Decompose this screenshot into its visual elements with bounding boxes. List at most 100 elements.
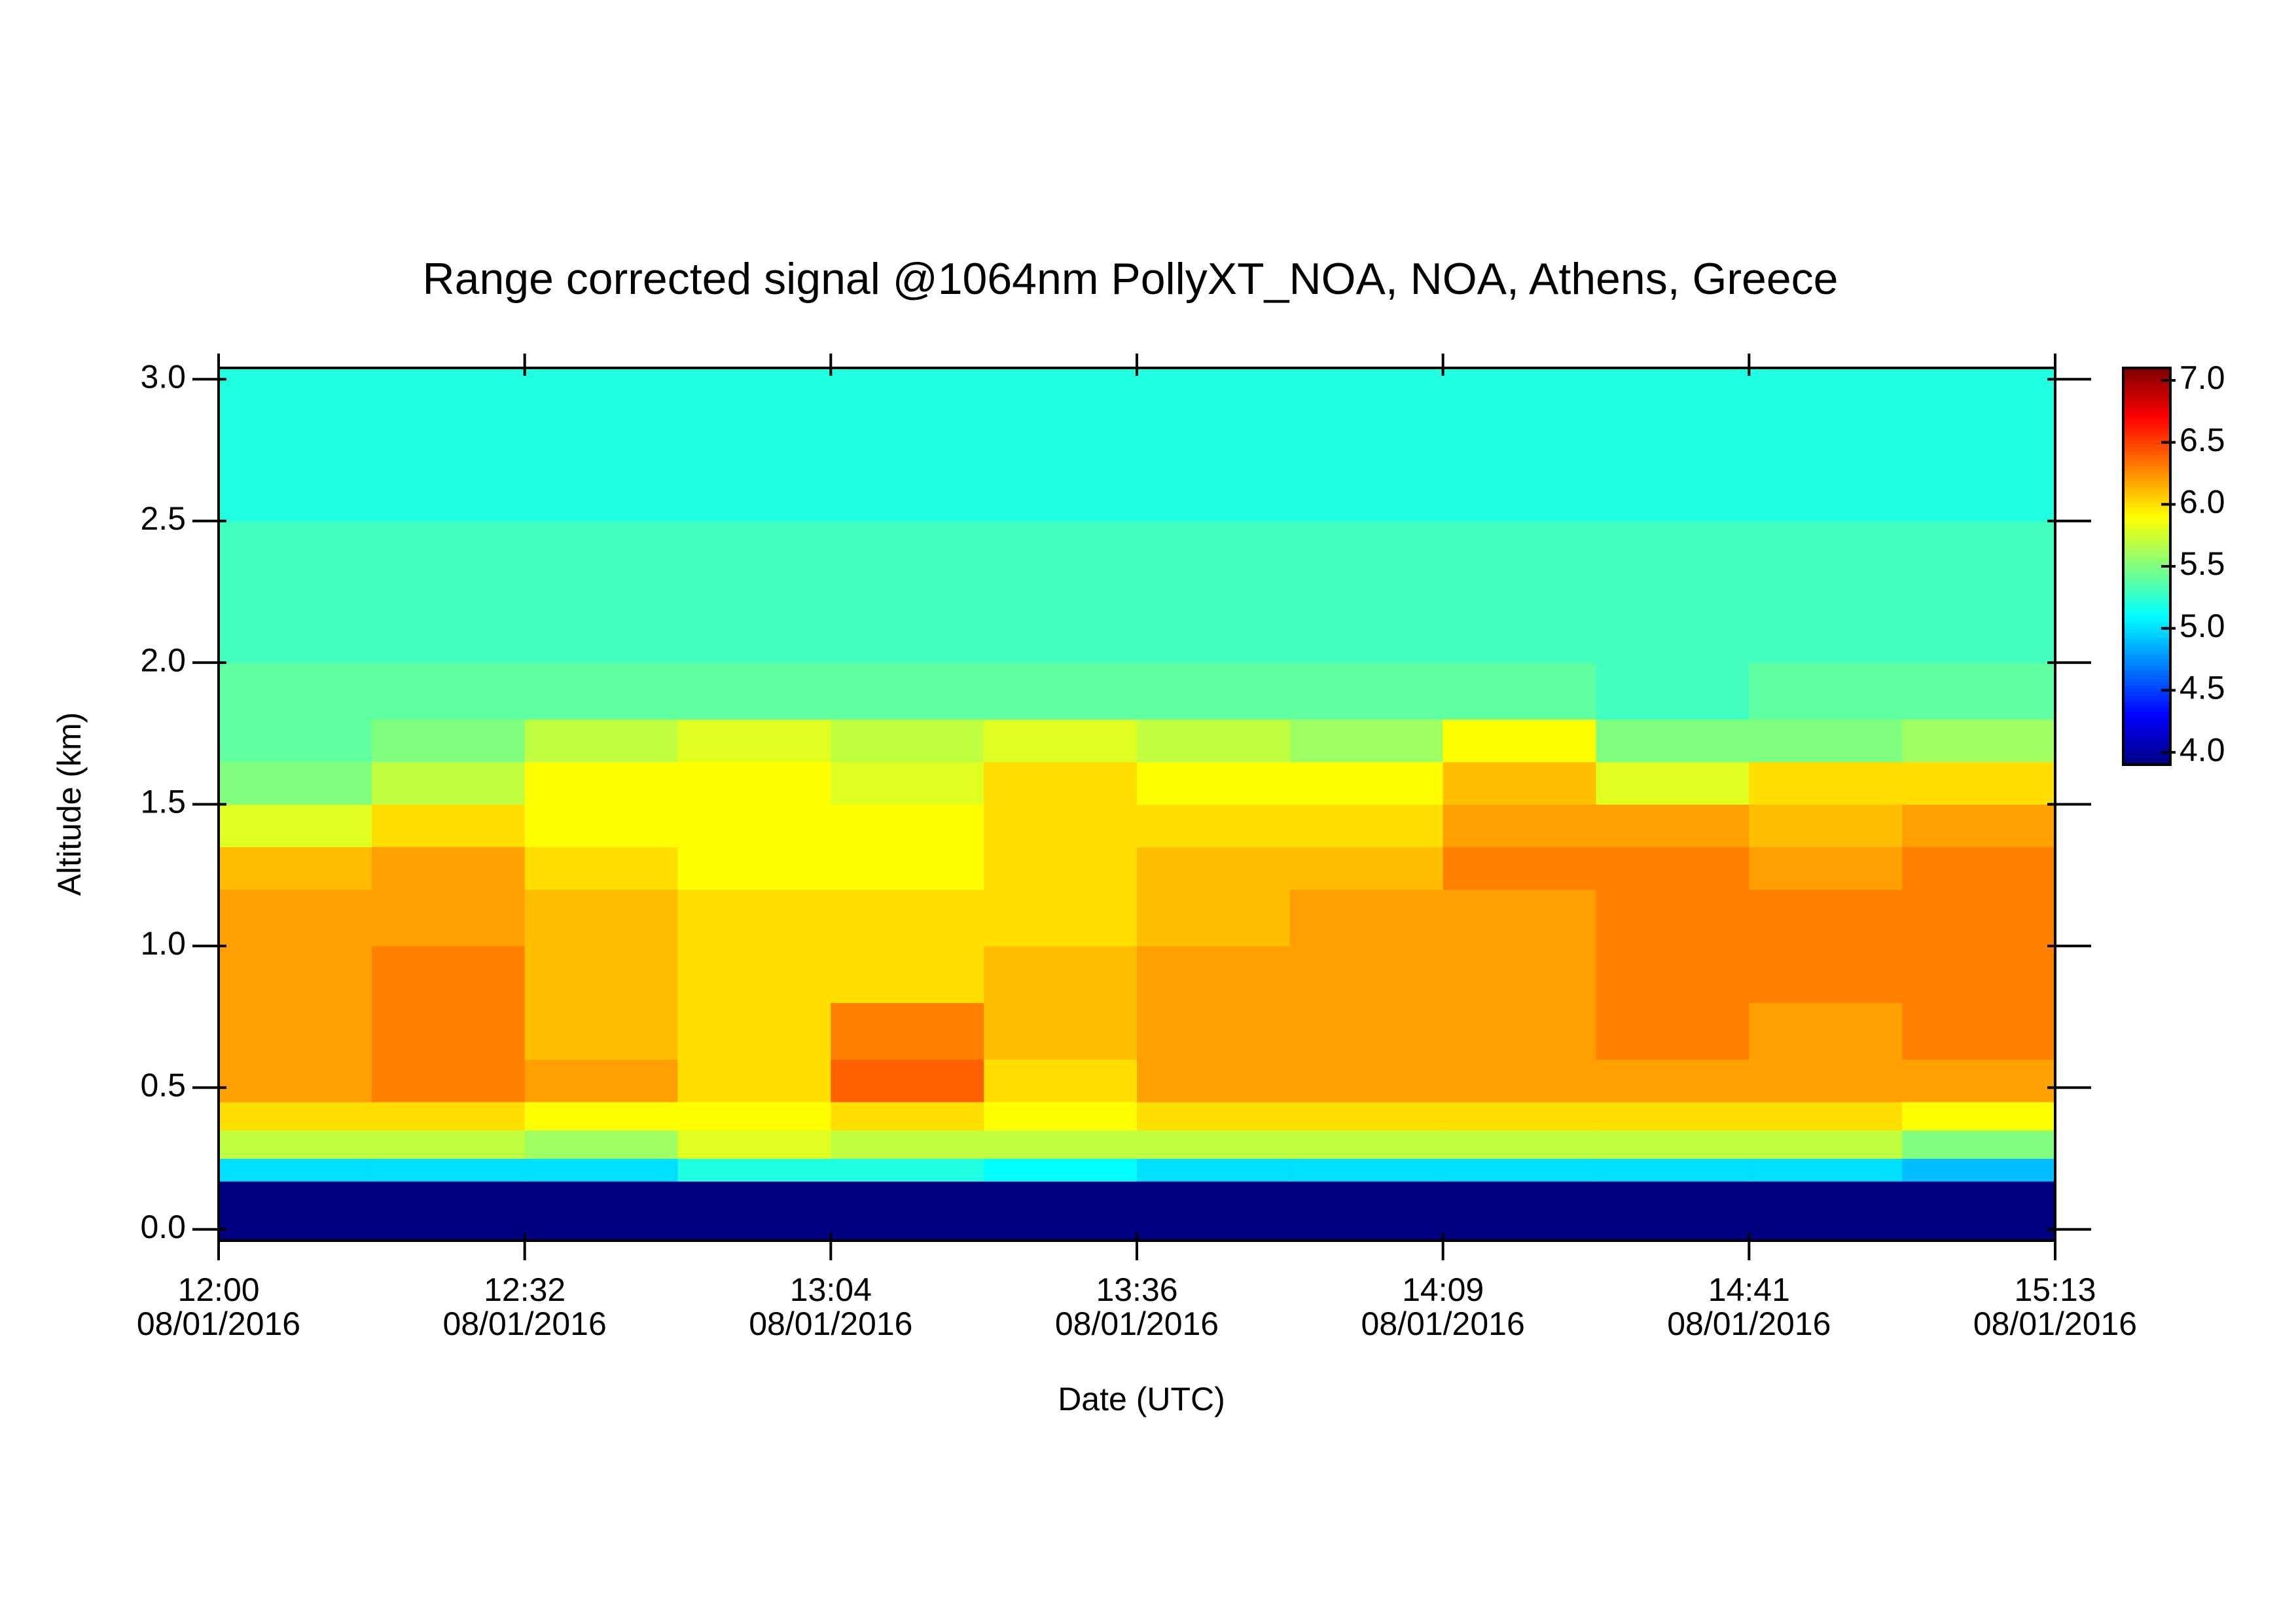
heatmap-cell xyxy=(1596,847,1749,890)
heatmap-cell xyxy=(984,761,1138,805)
heatmap-cell xyxy=(1596,1002,1749,1060)
colorbar-segment xyxy=(2123,483,2170,488)
heatmap-cell xyxy=(1443,889,1597,947)
heatmap-cell xyxy=(1596,889,1749,947)
heatmap-cell xyxy=(371,1059,526,1103)
colorbar-segment xyxy=(2123,589,2170,593)
heatmap-cell xyxy=(1902,1158,2056,1182)
heatmap-cell xyxy=(1902,889,2056,947)
heatmap-cell xyxy=(219,1059,372,1103)
colorbar-segment xyxy=(2123,661,2170,666)
heatmap-cell xyxy=(1749,1101,1903,1131)
colorbar-segment xyxy=(2123,543,2170,547)
colorbar-segment xyxy=(2123,410,2170,415)
heatmap-cell xyxy=(1902,663,2056,720)
x-tick-date: 08/01/2016 xyxy=(1361,1305,1525,1342)
colorbar-segment xyxy=(2123,592,2170,596)
y-tick-label: 0.0 xyxy=(140,1209,186,1245)
heatmap-cell xyxy=(831,663,984,720)
heatmap-cell xyxy=(371,1101,526,1131)
heatmap-cell xyxy=(677,847,831,890)
heatmap-cell xyxy=(1902,847,2056,890)
colorbar-segment xyxy=(2123,572,2170,577)
colorbar-segment xyxy=(2123,695,2170,699)
colorbar-segment xyxy=(2123,480,2170,484)
heatmap-cell xyxy=(1902,1130,2056,1159)
heatmap-cell xyxy=(1137,847,1291,890)
colorbar-segment xyxy=(2123,414,2170,418)
heatmap-cell xyxy=(984,1158,1138,1182)
colorbar-segment xyxy=(2123,493,2170,498)
colorbar-segment xyxy=(2123,682,2170,686)
heatmap-cell xyxy=(831,847,984,890)
heatmap-cell xyxy=(1749,847,1903,890)
colorbar-segment xyxy=(2123,595,2170,600)
colorbar-segment xyxy=(2123,748,2170,752)
heatmap-cell xyxy=(219,1002,372,1060)
colorbar-segment xyxy=(2123,731,2170,736)
colorbar-tick-label: 5.5 xyxy=(2179,545,2225,582)
heatmap-cell xyxy=(677,945,831,1004)
heatmap-cell xyxy=(1137,1181,1291,1241)
heatmap-cell xyxy=(1596,1101,1749,1131)
heatmap-cell xyxy=(1749,1059,1903,1103)
heatmap-cell xyxy=(677,1130,831,1159)
y-tick-label: 1.5 xyxy=(140,784,186,820)
heatmap-cell xyxy=(984,1101,1138,1131)
heatmap-cell xyxy=(831,1158,984,1182)
colorbar-segment xyxy=(2123,503,2170,507)
heatmap-cell xyxy=(1443,1002,1597,1060)
heatmap-cell xyxy=(1137,1059,1291,1103)
heatmap-cell xyxy=(371,663,526,720)
heatmap-cell xyxy=(677,1101,831,1131)
heatmap-cell xyxy=(1596,663,1749,720)
colorbar-segment xyxy=(2123,549,2170,554)
colorbar-segment xyxy=(2123,675,2170,680)
colorbar-segment xyxy=(2123,393,2170,398)
colorbar-tick-label: 6.5 xyxy=(2179,422,2225,458)
heatmap-cell xyxy=(1443,520,1597,663)
heatmap-cell xyxy=(984,520,1138,663)
x-tick-time: 14:09 xyxy=(1402,1271,1484,1308)
colorbar-segment xyxy=(2123,701,2170,706)
x-tick-time: 15:13 xyxy=(2014,1271,2096,1308)
colorbar-segment xyxy=(2123,566,2170,570)
colorbar-segment xyxy=(2123,390,2170,395)
colorbar-segment xyxy=(2123,622,2170,627)
heatmap-cell xyxy=(831,1181,984,1241)
y-tick-label: 0.5 xyxy=(140,1067,186,1103)
heatmap-cell xyxy=(371,368,526,522)
colorbar-segment xyxy=(2123,384,2170,388)
colorbar-segment xyxy=(2123,404,2170,409)
colorbar-segment xyxy=(2123,582,2170,587)
x-tick-time: 13:04 xyxy=(790,1271,872,1308)
colorbar-segment xyxy=(2123,727,2170,732)
heatmap-cell xyxy=(1902,1002,2056,1060)
colorbar-segment xyxy=(2123,668,2170,673)
heatmap-cell xyxy=(1443,368,1597,522)
heatmap-cell xyxy=(524,1059,679,1103)
heatmap-cell xyxy=(831,1130,984,1159)
heatmap-cell xyxy=(1443,761,1597,805)
colorbar-segment xyxy=(2123,685,2170,689)
heatmap-cell xyxy=(1902,368,2056,522)
heatmap-cell xyxy=(219,761,372,805)
heatmap-cell xyxy=(1137,1101,1291,1131)
heatmap-cell xyxy=(831,804,984,848)
colorbar-segment xyxy=(2123,691,2170,696)
heatmap-cell xyxy=(219,368,372,522)
heatmap-cell xyxy=(1749,1002,1903,1060)
heatmap-cell xyxy=(219,804,372,848)
colorbar-segment xyxy=(2123,612,2170,617)
heatmap-cell xyxy=(371,1181,526,1241)
x-tick-date: 08/01/2016 xyxy=(1055,1305,1219,1342)
colorbar-segment xyxy=(2123,642,2170,646)
colorbar-segment xyxy=(2123,424,2170,428)
colorbar-segment xyxy=(2123,602,2170,607)
colorbar-segment xyxy=(2123,714,2170,719)
colorbar-segment xyxy=(2123,401,2170,405)
heatmap-cell xyxy=(1596,719,1749,763)
colorbar-segment xyxy=(2123,708,2170,712)
colorbar-segment xyxy=(2123,456,2170,461)
